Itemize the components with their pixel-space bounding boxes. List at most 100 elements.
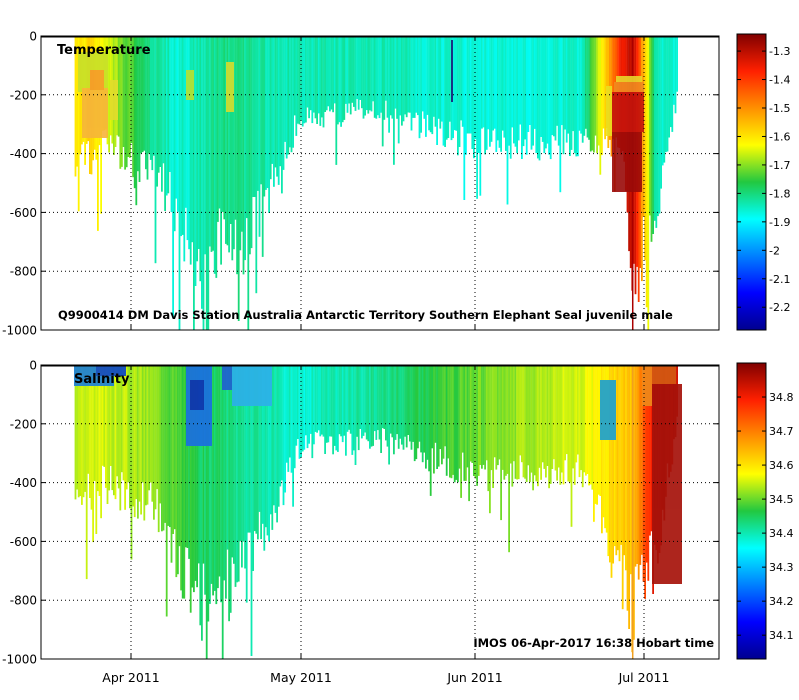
profile-column (250, 36, 253, 249)
profile-column (378, 365, 381, 440)
profile-column (530, 365, 533, 473)
profile-column (412, 365, 414, 442)
profile-column (209, 36, 211, 247)
profile-column (186, 36, 189, 241)
profile-column (402, 36, 405, 122)
profile-column (530, 36, 533, 150)
profile-column (389, 36, 392, 116)
profile-column (261, 36, 264, 257)
profile-column (453, 365, 456, 483)
profile-column (570, 36, 573, 150)
temperature-patch (110, 80, 118, 120)
profile-column (426, 365, 429, 460)
profile-column (471, 36, 474, 149)
profile-column (474, 36, 477, 140)
profile-column (135, 36, 138, 206)
profile-column (239, 36, 242, 251)
profile-column (295, 365, 298, 446)
profile-column (321, 365, 323, 435)
profile-column (239, 365, 242, 542)
profile-column (165, 36, 168, 196)
profile-column (204, 365, 206, 595)
profile-column (212, 365, 214, 596)
profile-column (108, 365, 110, 491)
profile-column (252, 365, 254, 571)
colorbar-tick-label: 34.4 (769, 527, 794, 540)
profile-column (305, 365, 307, 436)
profile-column (164, 36, 166, 211)
profile-column (124, 365, 126, 510)
profile-column (511, 365, 514, 487)
profile-column (578, 365, 581, 478)
profile-column (673, 36, 675, 105)
profile-column (604, 36, 606, 140)
profile-column (671, 36, 674, 132)
profile-column (193, 365, 195, 593)
profile-column (605, 365, 608, 533)
profile-column (194, 36, 197, 286)
profile-column (253, 365, 256, 532)
salinity-patch (232, 366, 272, 406)
profile-column (463, 36, 466, 200)
profile-column (121, 36, 123, 167)
profile-column (281, 36, 283, 194)
profile-column (329, 36, 331, 112)
profile-column (410, 36, 413, 131)
profile-column (522, 36, 525, 147)
salinity-patch (190, 380, 204, 410)
profile-column (404, 365, 406, 437)
profile-column (540, 36, 542, 137)
profile-column (621, 365, 624, 610)
profile-column (244, 36, 246, 261)
profile-column (357, 36, 360, 110)
profile-column (79, 36, 82, 155)
profile-column (201, 36, 203, 309)
profile-column (95, 365, 98, 534)
profile-column (521, 36, 523, 159)
profile-column (77, 365, 80, 498)
profile-column (356, 365, 358, 437)
profile-column (191, 36, 194, 243)
profile-column (487, 365, 490, 492)
profile-column (372, 36, 374, 102)
profile-column (125, 36, 128, 168)
profile-column (157, 365, 160, 533)
y-tick-label: 0 (29, 359, 37, 373)
colorbar-tick-label: -1.5 (769, 102, 790, 115)
profile-column (138, 365, 141, 502)
profile-column (549, 365, 552, 484)
profile-column (172, 36, 174, 319)
profile-column (369, 36, 371, 111)
profile-column (353, 36, 355, 107)
profile-column (500, 36, 502, 152)
salinity-profiles (74, 365, 678, 659)
profile-column (637, 365, 640, 580)
y-tick-label: -600 (10, 535, 37, 549)
profile-column (100, 365, 102, 519)
temperature-patch (82, 88, 108, 138)
profile-column (146, 36, 149, 180)
profile-column (556, 36, 558, 126)
profile-column (436, 365, 438, 469)
colorbar-tick-label: -1.8 (769, 187, 790, 200)
profile-column (479, 36, 482, 196)
profile-column (436, 36, 438, 145)
profile-column (341, 365, 344, 443)
profile-column (242, 365, 245, 542)
profile-column (153, 36, 155, 156)
profile-column (119, 365, 122, 511)
profile-column (434, 36, 437, 127)
profile-column (245, 365, 248, 603)
profile-column (330, 36, 333, 110)
profile-column (613, 365, 616, 547)
profile-column (393, 365, 395, 455)
profile-column (197, 36, 200, 249)
profile-column (386, 36, 389, 118)
profile-column (306, 365, 309, 449)
profile-column (561, 365, 563, 473)
profile-column (298, 365, 301, 459)
temperature-annotation: Q9900414 DM Davis Station Australia Anta… (58, 308, 673, 322)
profile-column (220, 36, 222, 265)
profile-column (242, 36, 245, 275)
profile-column (583, 36, 586, 136)
